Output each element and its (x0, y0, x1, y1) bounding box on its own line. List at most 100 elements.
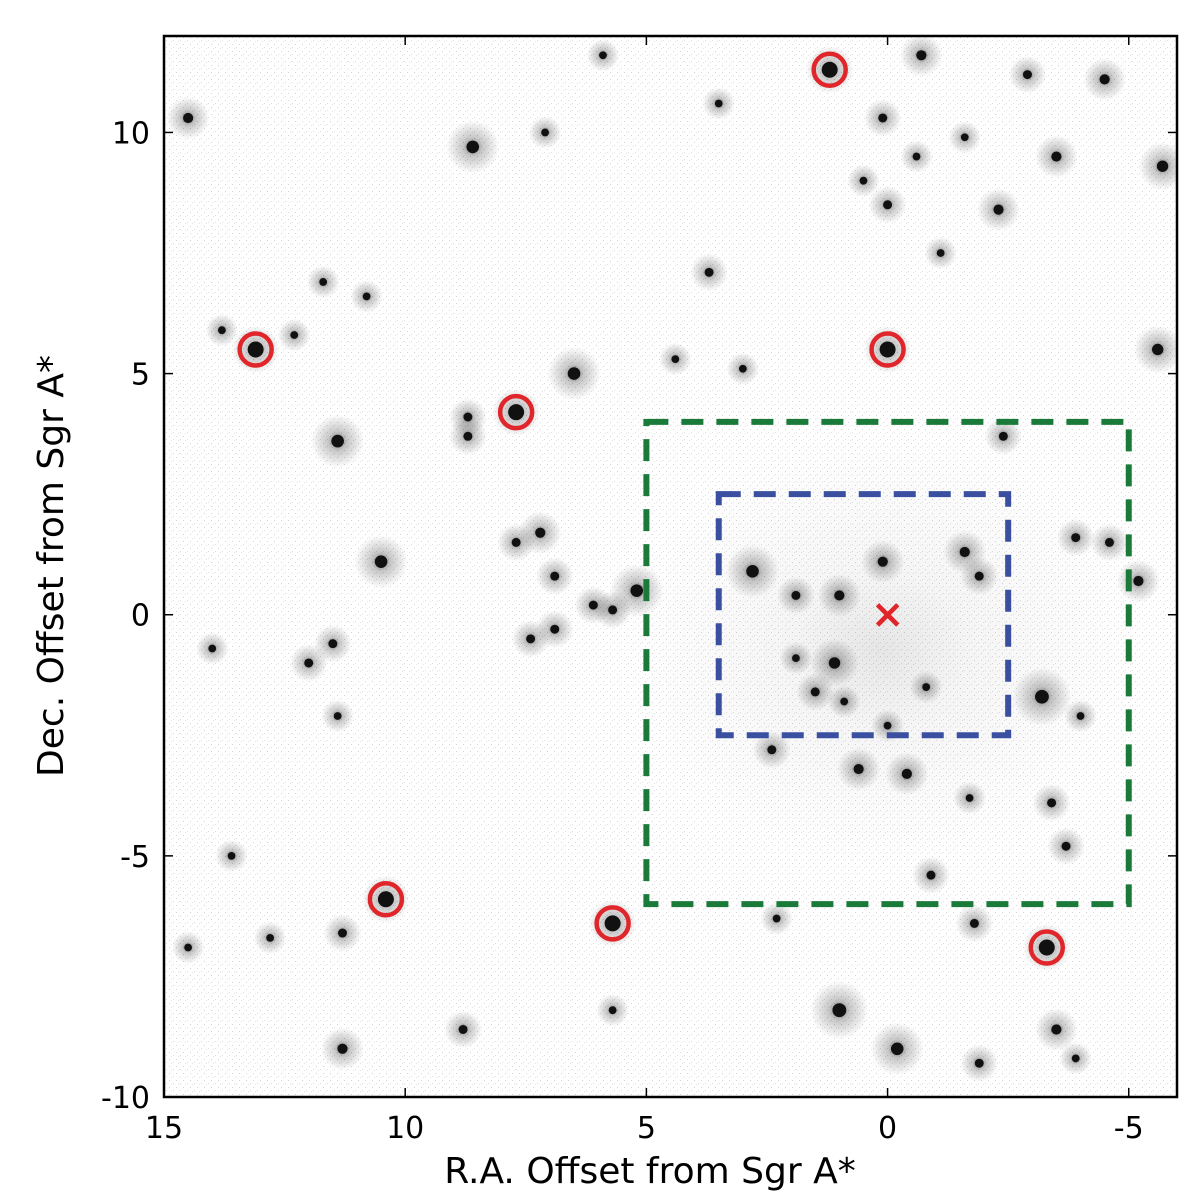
star-core (832, 1003, 847, 1018)
red-circle-marker (869, 331, 906, 368)
star-core (526, 634, 536, 644)
red-circle-marker (497, 393, 535, 431)
star-core (1156, 160, 1169, 172)
star-core (333, 712, 342, 720)
x-tick-label: 15 (145, 1111, 183, 1146)
star-core (247, 341, 264, 358)
star (1047, 827, 1086, 866)
star-core (965, 794, 974, 802)
star (976, 188, 1021, 232)
star (497, 523, 536, 562)
star-core (883, 200, 893, 210)
star-core (1133, 575, 1144, 587)
star (924, 236, 958, 270)
x-tick-label: -5 (1114, 1111, 1144, 1146)
star-core (883, 721, 892, 730)
star-core (304, 658, 314, 668)
star (809, 980, 869, 1040)
x-axis: 15 10 5 0 -5 (145, 36, 1144, 1146)
star (760, 902, 794, 935)
star (960, 557, 999, 596)
star-core (922, 683, 931, 691)
star (171, 931, 205, 964)
star (350, 280, 383, 313)
star (1133, 325, 1177, 374)
star (847, 164, 880, 198)
star (1116, 559, 1161, 603)
star (1008, 55, 1047, 94)
star (310, 414, 365, 468)
star-core (1071, 533, 1081, 543)
star-core (912, 152, 921, 161)
star (1064, 699, 1097, 733)
star (528, 116, 562, 149)
star (215, 839, 248, 873)
star-core (508, 404, 525, 421)
star (1059, 1042, 1093, 1075)
star (354, 534, 408, 589)
star-core (890, 1042, 904, 1056)
star-core (541, 128, 549, 137)
star-core (1099, 74, 1110, 85)
star (535, 557, 574, 596)
star-core (337, 928, 347, 938)
star-core (704, 267, 714, 277)
star-core (936, 249, 945, 257)
star (547, 346, 601, 401)
star (779, 641, 813, 675)
star (321, 699, 355, 733)
star (827, 685, 861, 718)
star-core (746, 565, 759, 578)
star (948, 120, 982, 154)
boxes-layer (643, 418, 1132, 908)
star-core (877, 556, 888, 567)
star-core (879, 341, 896, 358)
star (596, 993, 630, 1027)
star (752, 730, 791, 769)
star (911, 856, 950, 895)
marker-layer: × (871, 592, 905, 638)
star-core (1051, 1024, 1062, 1035)
star-core (969, 918, 979, 928)
star-core (599, 51, 607, 60)
star-core (1051, 151, 1062, 162)
star (725, 544, 780, 599)
y-tick-label: 10 (112, 116, 150, 151)
star-core (974, 1058, 984, 1068)
star-core (878, 113, 888, 123)
star (1032, 783, 1071, 822)
star (253, 921, 287, 955)
star (900, 140, 933, 173)
star (195, 632, 229, 665)
star-core (1035, 689, 1049, 704)
star (817, 573, 861, 618)
star-core (1104, 537, 1114, 547)
star-core (608, 1006, 617, 1015)
star (205, 313, 239, 347)
star-core (901, 768, 912, 779)
star (1056, 518, 1095, 557)
star-core (550, 571, 560, 581)
blue-dashed-box (715, 491, 1012, 739)
star (289, 643, 328, 682)
star-core (772, 914, 781, 923)
star (323, 914, 362, 953)
star (690, 253, 729, 292)
y-tick-label: -5 (120, 840, 150, 875)
star (861, 540, 905, 584)
star-core (916, 50, 927, 61)
star-core (374, 555, 388, 568)
star-core (1047, 798, 1057, 808)
star (953, 781, 986, 815)
star-core (208, 644, 217, 653)
star (448, 417, 487, 456)
star (1083, 57, 1127, 102)
star (535, 610, 574, 649)
star (868, 185, 907, 224)
x-tick-label: 0 (878, 1111, 897, 1146)
star-core (791, 590, 801, 600)
star-core (926, 870, 936, 880)
star-core (1061, 841, 1071, 851)
star (444, 1010, 483, 1049)
star (984, 417, 1023, 456)
